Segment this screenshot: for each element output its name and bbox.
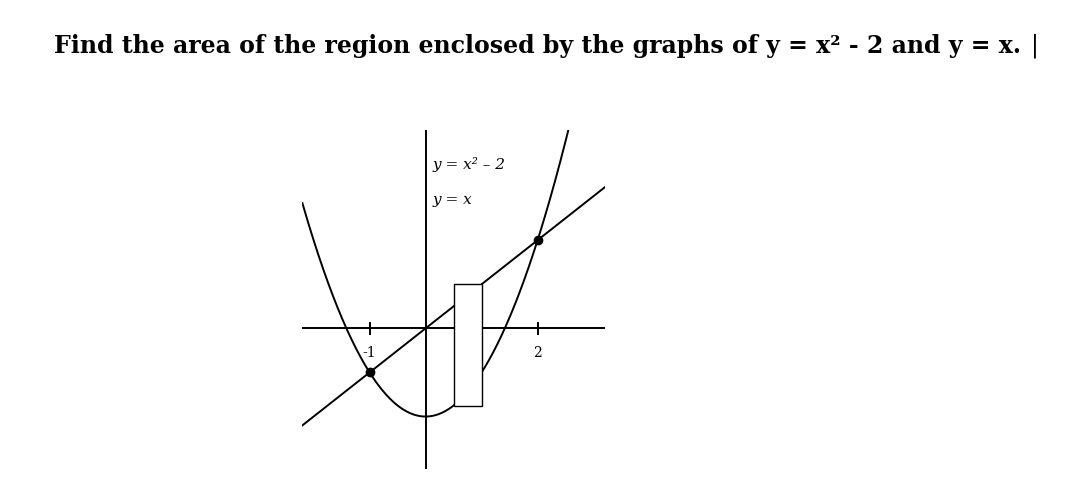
Text: |: | [1031,34,1039,59]
Text: 2: 2 [534,346,542,360]
Text: -1: -1 [363,346,377,360]
Bar [454,285,482,406]
Text: y = x² – 2: y = x² – 2 [432,157,505,172]
Text: y = x: y = x [432,192,472,206]
Text: Find the area of the region enclosed by the graphs of y = x² - 2 and y = x.: Find the area of the region enclosed by … [54,34,1021,58]
